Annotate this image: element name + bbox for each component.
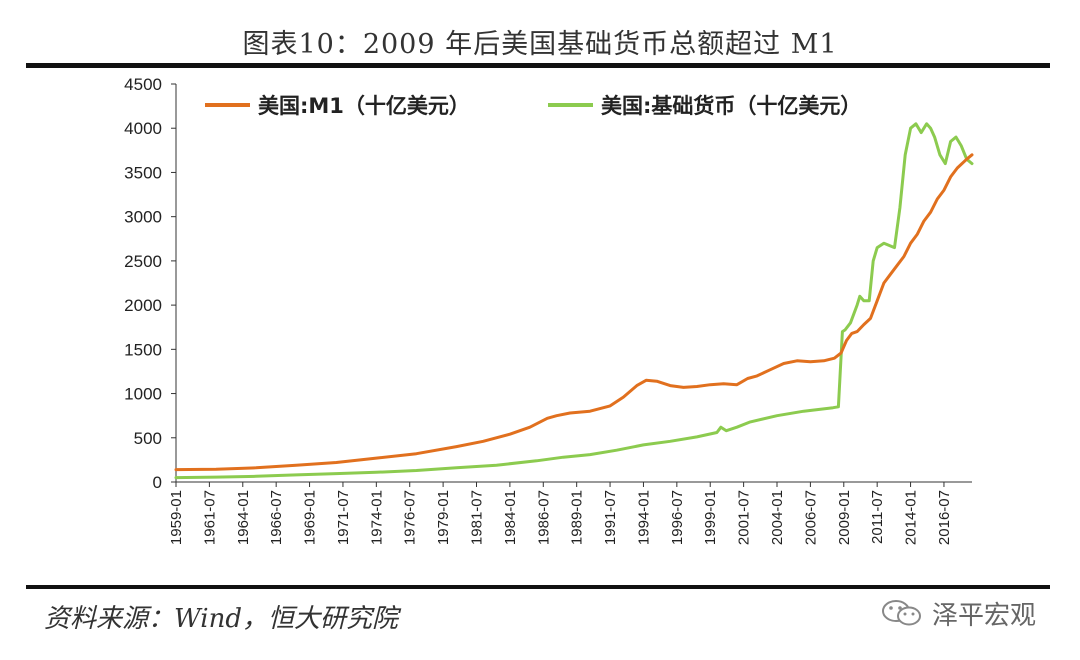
- x-tick-label: 1994-01: [635, 490, 652, 545]
- y-tick-label: 2500: [124, 252, 162, 271]
- line-chart: 0 500 1000 1500 2000 2500 3000 3500 4000 4500 195…: [124, 75, 974, 545]
- x-tick-label: 2004-01: [769, 490, 786, 545]
- x-tick-label: 1964-01: [235, 490, 252, 545]
- y-tick-label: 1500: [124, 340, 162, 359]
- x-tick-label: 1959-01: [168, 490, 185, 545]
- x-tick-label: 1986-07: [535, 490, 552, 545]
- x-tick-label: 1991-07: [602, 490, 619, 545]
- source-note: 资料来源：Wind，恒大研究院: [44, 604, 398, 634]
- y-tick-label: 500: [134, 429, 162, 448]
- y-tick-label: 4500: [124, 75, 162, 94]
- y-tick-label: 3000: [124, 208, 162, 227]
- x-tick-label: 1999-01: [702, 490, 719, 545]
- watermark: 泽平宏观: [880, 596, 1037, 631]
- x-tick-label: 1984-01: [502, 490, 519, 545]
- watermark-text: 泽平宏观: [932, 600, 1037, 631]
- y-axis: 0 500 1000 1500 2000 2500 3000 3500 4000 4500: [124, 75, 177, 492]
- series-lines: [174, 122, 974, 480]
- x-tick-label: 2016-07: [936, 490, 953, 545]
- series-line-m1: [174, 153, 974, 472]
- x-tick-label: 2009-01: [836, 490, 853, 545]
- x-axis: 1959-01 1961-07 1964-01 1966-07 1969-01 1971-…: [168, 481, 972, 545]
- legend-label-m1: 美国:M1（十亿美元）: [258, 94, 470, 118]
- x-tick-label: 1996-07: [669, 490, 686, 545]
- x-tick-label: 1966-07: [268, 490, 285, 545]
- x-tick-label: 1989-01: [569, 490, 586, 545]
- x-tick-label: 1976-07: [402, 490, 419, 545]
- y-tick-label: 0: [153, 473, 162, 492]
- x-tick-label: 2011-07: [869, 490, 886, 544]
- x-tick-label: 1971-07: [335, 490, 352, 545]
- chart-title: 图表10：2009 年后美国基础货币总额超过 M1: [242, 29, 838, 60]
- top-rule: [26, 63, 1050, 68]
- x-tick-label: 2006-07: [802, 490, 819, 545]
- x-tick-label: 2014-01: [903, 490, 920, 545]
- legend: 美国:M1（十亿美元） 美国:基础货币（十亿美元）: [205, 94, 861, 118]
- y-tick-label: 1000: [124, 385, 162, 404]
- y-tick-label: 3500: [124, 163, 162, 182]
- x-tick-label: 2001-07: [736, 490, 753, 545]
- wechat-icon: [882, 600, 921, 626]
- x-tick-label: 1974-01: [368, 490, 385, 545]
- y-tick-label: 4000: [124, 119, 162, 138]
- x-tick-label: 1961-07: [201, 490, 218, 545]
- legend-label-base: 美国:基础货币（十亿美元）: [601, 94, 861, 118]
- x-tick-label: 1981-07: [469, 490, 486, 545]
- x-tick-label: 1969-01: [302, 490, 319, 545]
- bottom-rule: [26, 585, 1050, 589]
- series-line-base: [174, 122, 974, 480]
- y-tick-label: 2000: [124, 296, 162, 315]
- x-tick-label: 1979-01: [435, 490, 452, 545]
